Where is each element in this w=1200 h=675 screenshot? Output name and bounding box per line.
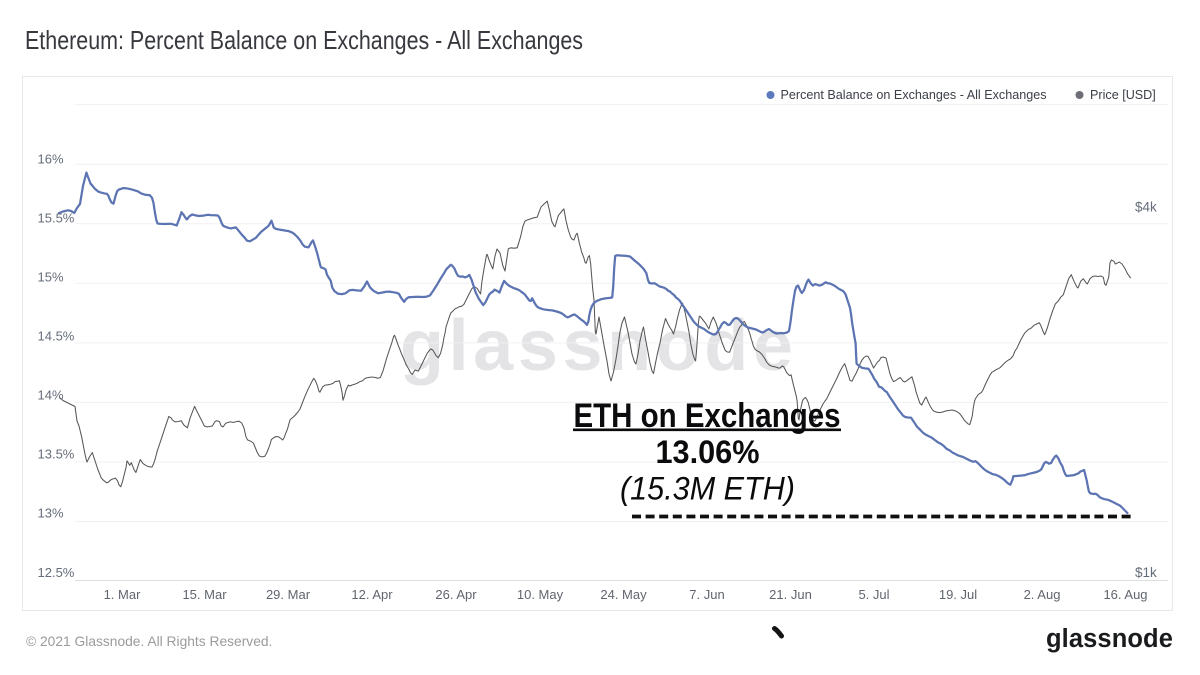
svg-text:13.5%: 13.5% xyxy=(38,447,75,462)
svg-text:15%: 15% xyxy=(38,269,64,284)
svg-text:19. Jul: 19. Jul xyxy=(939,587,977,602)
svg-text:21. Jun: 21. Jun xyxy=(769,587,812,602)
svg-text:10. May: 10. May xyxy=(517,587,564,602)
svg-text:$1k: $1k xyxy=(1135,565,1157,580)
svg-text:13%: 13% xyxy=(38,506,64,521)
svg-text:Percent Balance on Exchanges -: Percent Balance on Exchanges - All Excha… xyxy=(781,88,1047,102)
svg-text:(15.3M ETH): (15.3M ETH) xyxy=(620,471,795,507)
svg-text:14.5%: 14.5% xyxy=(38,328,75,343)
svg-text:26. Apr: 26. Apr xyxy=(435,587,477,602)
svg-text:12.5%: 12.5% xyxy=(38,565,75,580)
svg-text:16%: 16% xyxy=(38,152,64,167)
svg-text:16. Aug: 16. Aug xyxy=(1103,587,1147,602)
svg-text:1. Mar: 1. Mar xyxy=(104,587,142,602)
svg-text:7. Jun: 7. Jun xyxy=(689,587,724,602)
svg-text:24. May: 24. May xyxy=(600,587,647,602)
svg-text:15. Mar: 15. Mar xyxy=(182,587,227,602)
svg-text:2. Aug: 2. Aug xyxy=(1024,587,1061,602)
svg-text:29. Mar: 29. Mar xyxy=(266,587,311,602)
svg-text:glassnode: glassnode xyxy=(400,306,798,386)
svg-text:5. Jul: 5. Jul xyxy=(858,587,889,602)
svg-text:$4k: $4k xyxy=(1135,199,1157,214)
svg-text:14%: 14% xyxy=(38,387,64,402)
svg-text:Price [USD]: Price [USD] xyxy=(1090,88,1156,102)
svg-text:12. Apr: 12. Apr xyxy=(351,587,393,602)
svg-text:13.06%: 13.06% xyxy=(656,434,760,470)
svg-text:15.5%: 15.5% xyxy=(38,210,75,225)
